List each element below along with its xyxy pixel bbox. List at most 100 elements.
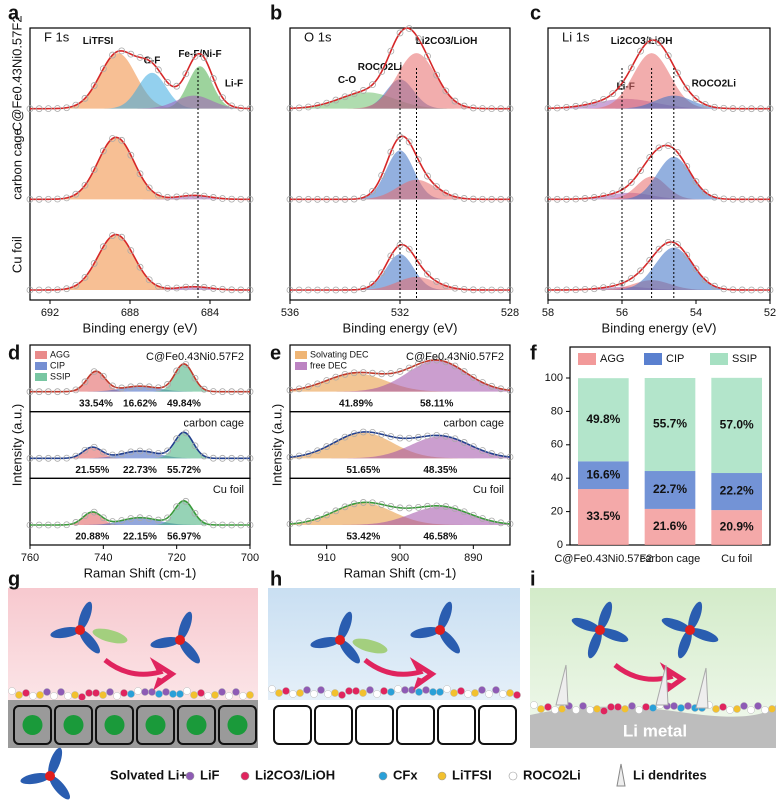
- data-point: [228, 102, 236, 110]
- value-label: 20.9%: [720, 520, 754, 534]
- data-point: [127, 50, 135, 58]
- data-point: [332, 507, 340, 515]
- data-point: [433, 431, 441, 439]
- data-point: [44, 521, 52, 529]
- legend-swatch: [295, 362, 307, 370]
- data-point: [332, 438, 340, 446]
- x-tick-label: 684: [201, 307, 219, 319]
- data-point: [460, 508, 468, 516]
- data-point: [497, 452, 505, 460]
- data-point: [460, 195, 468, 202]
- x-tick-label: 760: [21, 552, 39, 564]
- data-point: [655, 39, 663, 47]
- data-point: [209, 75, 217, 82]
- data-point: [646, 256, 654, 264]
- legend-swatch: [710, 353, 728, 365]
- arrow: [103, 657, 177, 691]
- particle: [303, 686, 311, 694]
- data-point: [219, 388, 226, 396]
- data-point: [286, 453, 294, 461]
- data-point: [674, 69, 681, 77]
- data-point: [237, 104, 245, 112]
- data-point: [286, 286, 294, 294]
- legend-label: SSIP: [50, 371, 71, 381]
- data-point: [720, 195, 728, 203]
- data-point: [488, 195, 496, 203]
- solvent: [178, 611, 193, 641]
- particle: [282, 687, 290, 695]
- particle: [211, 691, 219, 699]
- panel-title: Li 1s: [562, 29, 590, 44]
- data-point: [460, 102, 468, 110]
- data-point: [237, 454, 245, 462]
- data-point: [341, 503, 349, 511]
- data-point: [200, 54, 208, 61]
- row-label: C@Fe0.43Ni0.57F2: [9, 15, 24, 131]
- data-point: [609, 282, 617, 290]
- data-point: [405, 434, 413, 442]
- data-point: [488, 286, 496, 294]
- data-point: [600, 284, 607, 292]
- data-point: [164, 193, 171, 201]
- particle: [43, 688, 51, 696]
- particle: [642, 703, 650, 711]
- data-point: [341, 286, 349, 294]
- peak-component: [30, 137, 250, 200]
- y-tick-label: 40: [551, 472, 563, 484]
- data-point: [350, 430, 358, 437]
- data-point: [350, 369, 358, 377]
- data-point: [729, 195, 737, 203]
- data-point: [26, 521, 34, 529]
- peak-component: [30, 447, 250, 459]
- data-point: [72, 386, 80, 394]
- data-point: [738, 286, 746, 294]
- data-point: [323, 377, 331, 384]
- particle: [380, 687, 388, 695]
- solvent: [79, 629, 101, 654]
- particle: [155, 690, 163, 698]
- data-point: [359, 194, 367, 201]
- particle: [268, 685, 276, 693]
- data-point: [145, 57, 153, 64]
- data-point: [81, 378, 89, 386]
- data-point: [164, 284, 171, 292]
- component-label: Li-F: [617, 82, 635, 93]
- data-point: [44, 454, 52, 462]
- data-point: [581, 101, 589, 109]
- solvent: [352, 638, 388, 654]
- data-point: [488, 105, 496, 113]
- particle: [670, 702, 678, 710]
- legend-swatch: [35, 373, 47, 381]
- x-axis-label: Binding energy (eV): [602, 320, 717, 335]
- solvent: [677, 629, 692, 659]
- data-point: [173, 82, 181, 90]
- data-point: [469, 443, 477, 451]
- y-axis-label: Intensity (a.u.): [9, 404, 24, 486]
- data-point: [286, 520, 294, 528]
- particle: [373, 690, 381, 698]
- core: [22, 715, 43, 735]
- solvent: [438, 601, 453, 631]
- data-point: [63, 104, 71, 112]
- data-point: [136, 447, 144, 455]
- data-point: [378, 269, 386, 277]
- data-point: [424, 52, 431, 60]
- data-point: [118, 136, 126, 144]
- data-point: [442, 189, 450, 197]
- data-point: [424, 172, 431, 180]
- data-point: [414, 433, 422, 441]
- data-point: [246, 195, 254, 203]
- data-point: [637, 47, 644, 55]
- legend-label: CIP: [50, 360, 65, 370]
- data-point: [581, 195, 589, 202]
- data-point: [304, 517, 312, 525]
- data-point: [314, 515, 321, 522]
- particle: [537, 705, 545, 713]
- legend-dendrite: [616, 763, 626, 787]
- particle: [113, 692, 121, 700]
- data-point: [209, 194, 217, 201]
- data-point: [304, 195, 312, 203]
- data-point: [433, 183, 441, 191]
- data-point: [479, 195, 486, 203]
- particle: [677, 704, 685, 712]
